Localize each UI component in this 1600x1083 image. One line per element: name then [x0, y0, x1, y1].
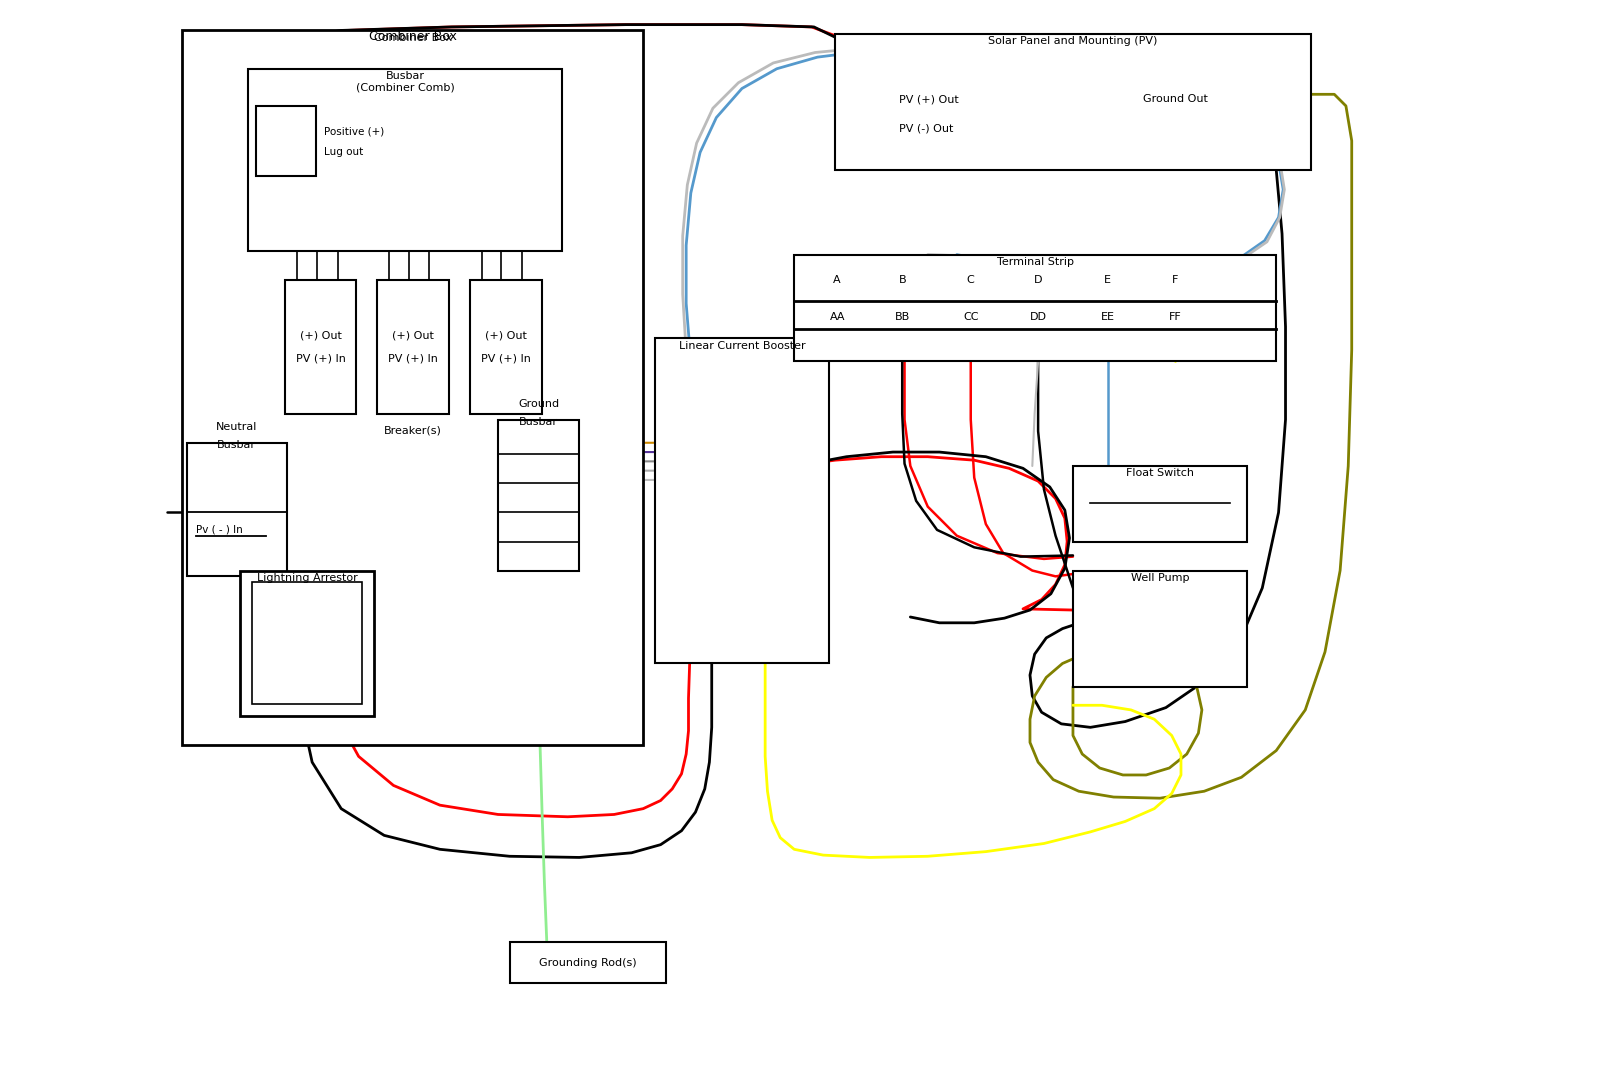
Text: Neutral: Neutral: [216, 422, 258, 432]
Bar: [1074, 571, 1246, 687]
Text: Busbar: Busbar: [518, 417, 558, 427]
Text: Lightning Arrestor: Lightning Arrestor: [256, 573, 357, 583]
Bar: [251, 583, 362, 704]
Text: (+) Out

PV (+) In: (+) Out PV (+) In: [389, 330, 438, 364]
Text: (+) Out

PV (+) In: (+) Out PV (+) In: [296, 330, 346, 364]
Text: Combiner Box: Combiner Box: [373, 32, 451, 42]
Bar: [498, 419, 579, 571]
Text: FF: FF: [1168, 312, 1181, 323]
Text: Ground Out: Ground Out: [1142, 94, 1208, 104]
Text: Linear Current Booster: Linear Current Booster: [678, 340, 805, 351]
Bar: [654, 338, 829, 664]
Text: Solar Panel and Mounting (PV): Solar Panel and Mounting (PV): [989, 36, 1158, 47]
Text: (+) Out

PV (+) In: (+) Out PV (+) In: [482, 330, 531, 364]
Bar: [794, 255, 1277, 362]
Bar: [256, 106, 315, 175]
Text: Well Pump: Well Pump: [1131, 573, 1189, 583]
Bar: [835, 34, 1310, 170]
Bar: [240, 571, 374, 716]
Text: Ground: Ground: [518, 399, 560, 408]
Text: E: E: [1104, 275, 1112, 285]
Bar: [248, 68, 562, 251]
Text: DD: DD: [1030, 312, 1046, 323]
Text: Positive (+): Positive (+): [323, 127, 384, 136]
Text: EE: EE: [1101, 312, 1115, 323]
Text: Lug out: Lug out: [323, 146, 363, 157]
Text: Combiner Box: Combiner Box: [370, 30, 458, 43]
Bar: [1074, 466, 1246, 542]
Text: Pv ( - ) In: Pv ( - ) In: [197, 524, 243, 534]
Bar: [378, 280, 450, 414]
Text: Terminal Strip: Terminal Strip: [997, 257, 1074, 266]
Text: AA: AA: [829, 312, 845, 323]
Bar: [470, 280, 542, 414]
Text: C: C: [966, 275, 974, 285]
Text: Grounding Rod(s): Grounding Rod(s): [539, 957, 637, 967]
Text: Float Switch: Float Switch: [1126, 468, 1194, 479]
Text: PV (+) Out: PV (+) Out: [899, 94, 958, 104]
Text: A: A: [834, 275, 842, 285]
Bar: [182, 30, 643, 745]
Text: Busbar
(Combiner Comb): Busbar (Combiner Comb): [355, 71, 454, 93]
Text: Breaker(s): Breaker(s): [384, 426, 442, 435]
Text: PV (-) Out: PV (-) Out: [899, 123, 954, 133]
Bar: [285, 280, 357, 414]
Text: B: B: [899, 275, 906, 285]
Text: Busbar: Busbar: [218, 441, 256, 451]
Text: F: F: [1171, 275, 1178, 285]
Text: BB: BB: [894, 312, 910, 323]
Text: CC: CC: [963, 312, 979, 323]
Bar: [187, 443, 286, 576]
Bar: [510, 942, 667, 983]
Text: D: D: [1034, 275, 1042, 285]
